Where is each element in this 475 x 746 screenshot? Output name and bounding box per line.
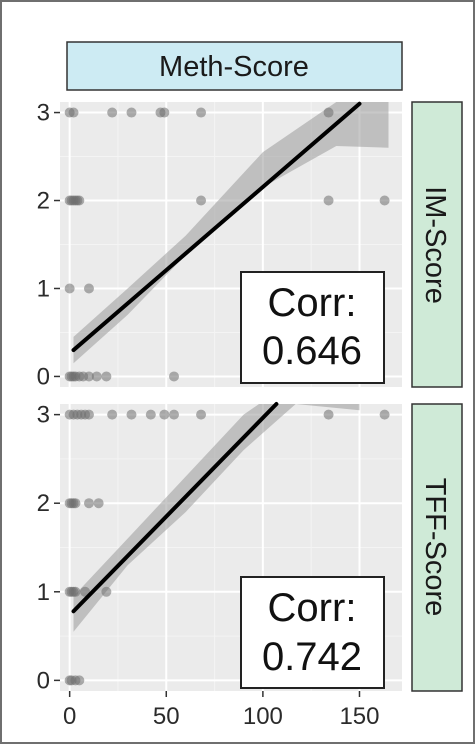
data-point [379, 195, 390, 206]
data-point [126, 409, 137, 420]
data-point [74, 675, 85, 686]
x-axis: 0 50 100 150 [63, 691, 380, 730]
data-point [101, 586, 112, 597]
corr-box-im-score [240, 271, 385, 384]
data-point [379, 409, 390, 420]
data-point [83, 371, 94, 382]
row-strip-label-im-score: IM-Score [419, 186, 451, 304]
data-point [64, 283, 75, 294]
corr-label-im-score: Corr: [268, 281, 357, 325]
confidence-ribbon [73, 102, 389, 364]
y-tick-label: 1 [37, 579, 50, 606]
regression-line [71, 101, 362, 353]
x-tick-label: 100 [243, 703, 283, 730]
data-point [83, 283, 94, 294]
y-tick-label: 3 [37, 402, 50, 429]
data-point [70, 586, 81, 597]
row-strip-tff-score [411, 403, 463, 692]
data-point [159, 107, 170, 118]
data-point [83, 409, 94, 420]
y-tick-label: 0 [37, 363, 50, 390]
y-tick-label: 1 [37, 275, 50, 302]
data-point [196, 195, 207, 206]
data-point [169, 409, 179, 420]
data-point [74, 195, 85, 206]
row-strip-im-score [411, 101, 463, 388]
regression-line [71, 402, 279, 614]
data-point [107, 107, 118, 118]
confidence-ribbon [73, 404, 360, 632]
data-point [91, 371, 102, 382]
data-point [323, 195, 334, 206]
data-point [93, 498, 104, 509]
data-point [70, 498, 81, 509]
data-point [323, 409, 334, 420]
y-tick-label: 0 [37, 667, 50, 694]
data-point [196, 107, 207, 118]
data-point [83, 498, 94, 509]
y-tick-label: 2 [37, 188, 50, 215]
y-tick-label: 2 [37, 490, 50, 517]
data-point [107, 409, 118, 420]
data-point [145, 409, 156, 420]
column-strip [66, 41, 403, 91]
y-tick-label: 3 [37, 100, 50, 127]
data-point [159, 409, 170, 420]
data-point [323, 107, 334, 118]
data-point [126, 107, 137, 118]
corr-label-tff-score: Corr: [268, 586, 357, 630]
column-strip-label: Meth-Score [159, 51, 309, 83]
x-tick-label: 50 [153, 703, 180, 730]
data-point [196, 409, 207, 420]
row-strip-label-tff-score: TFF-Score [419, 478, 451, 617]
data-point [68, 107, 79, 118]
corr-value-tff-score: 0.742 [262, 635, 362, 679]
panel-im-score: 0 1 2 3 [37, 100, 402, 390]
x-tick-label: 0 [63, 703, 76, 730]
corr-value-im-score: 0.646 [262, 329, 362, 373]
data-point [101, 371, 112, 382]
corr-box-tff-score [240, 576, 385, 689]
x-tick-label: 150 [339, 703, 379, 730]
data-point [169, 371, 179, 382]
